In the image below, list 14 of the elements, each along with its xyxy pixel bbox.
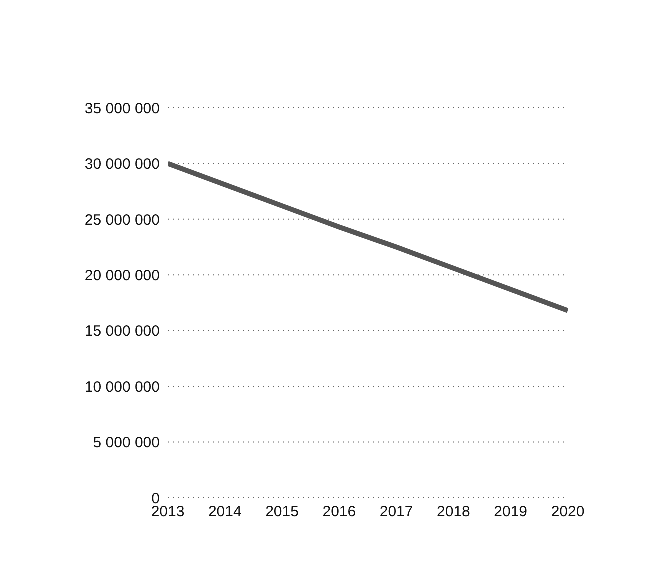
y-tick-label: 15 000 000 [84, 323, 160, 340]
y-tick-label: 20 000 000 [84, 267, 160, 284]
y-tick-label: 35 000 000 [84, 100, 160, 118]
x-tick-label: 2018 [437, 504, 470, 521]
x-tick-label: 2016 [322, 504, 356, 521]
x-tick-label: 2020 [551, 504, 585, 521]
y-tick-label: 30 000 000 [84, 156, 160, 174]
y-tick-label: 25 000 000 [84, 212, 160, 229]
y-tick-label: 10 000 000 [84, 378, 160, 396]
y-tick-label: 5 000 000 [93, 434, 160, 452]
x-tick-label: 2015 [266, 504, 299, 521]
x-tick-label: 2014 [208, 504, 242, 521]
x-tick-label: 2017 [380, 504, 414, 521]
x-tick-label: 2019 [494, 504, 528, 521]
